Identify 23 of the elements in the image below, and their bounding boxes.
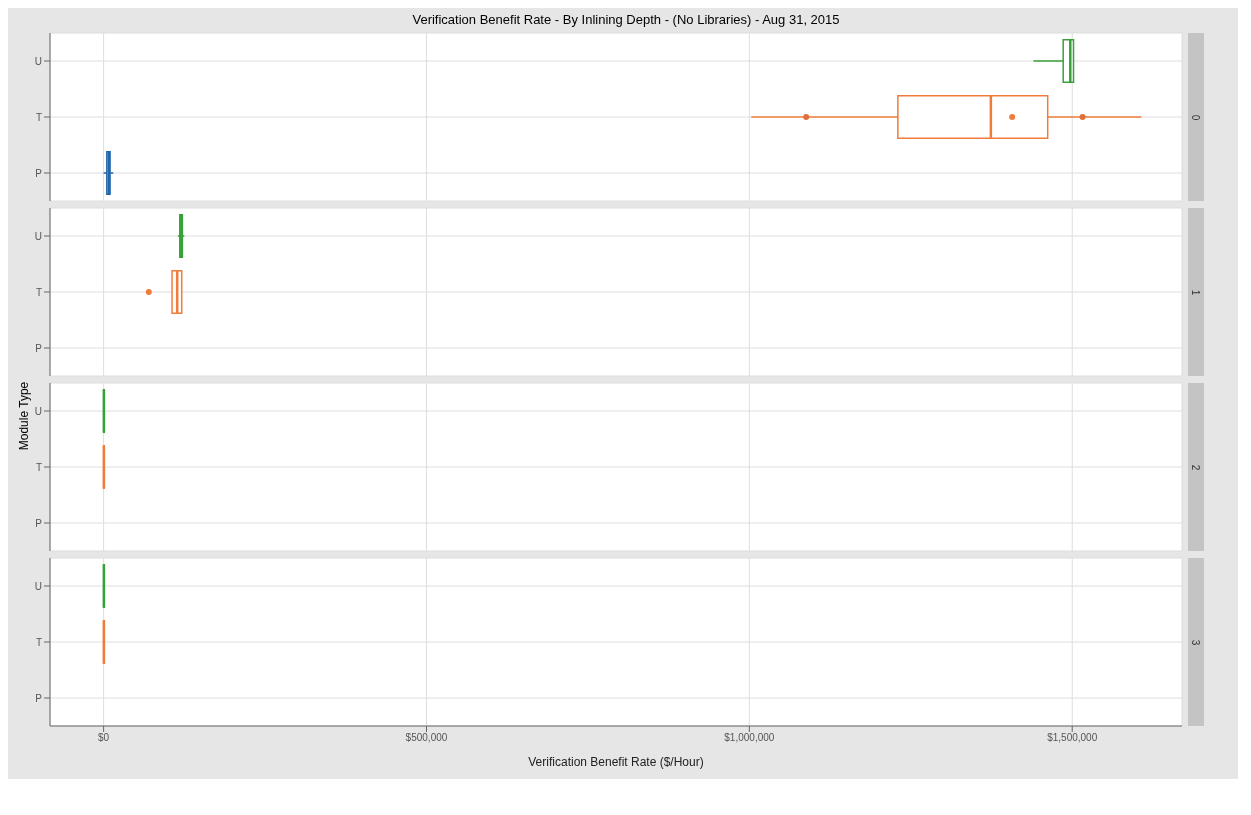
text: 0 bbox=[1190, 114, 1202, 120]
y-tick-label: P bbox=[35, 692, 43, 704]
y-tick-label: U bbox=[34, 230, 42, 242]
x-tick-label: $1,000,000 bbox=[724, 732, 775, 744]
y-tick-label: U bbox=[34, 405, 42, 417]
y-tick-label: U bbox=[34, 580, 42, 592]
text: 2 bbox=[1190, 464, 1202, 470]
text: 3 bbox=[1190, 639, 1202, 645]
text: 1 bbox=[1190, 289, 1202, 295]
y-axis-title: Module Type bbox=[17, 381, 31, 451]
chart-title: Verification Benefit Rate - By Inlining Depth - (No Libraries) - Aug 31, 2015 bbox=[411, 12, 841, 27]
x-tick-label: $500,000 bbox=[405, 732, 448, 744]
x-axis-title: Verification Benefit Rate ($/Hour) bbox=[528, 755, 704, 769]
y-tick-label: P bbox=[35, 517, 43, 529]
y-tick-label: T bbox=[35, 636, 42, 648]
y-tick-label: T bbox=[35, 461, 42, 473]
y-tick-label: U bbox=[34, 55, 42, 67]
x-tick-label: $1,500,000 bbox=[1047, 732, 1098, 744]
y-tick-label: P bbox=[35, 167, 43, 179]
y-tick-label: T bbox=[35, 286, 42, 298]
y-tick-label: T bbox=[35, 111, 42, 123]
y-tick-label: P bbox=[35, 342, 43, 354]
x-tick-label: $0 bbox=[98, 732, 110, 744]
